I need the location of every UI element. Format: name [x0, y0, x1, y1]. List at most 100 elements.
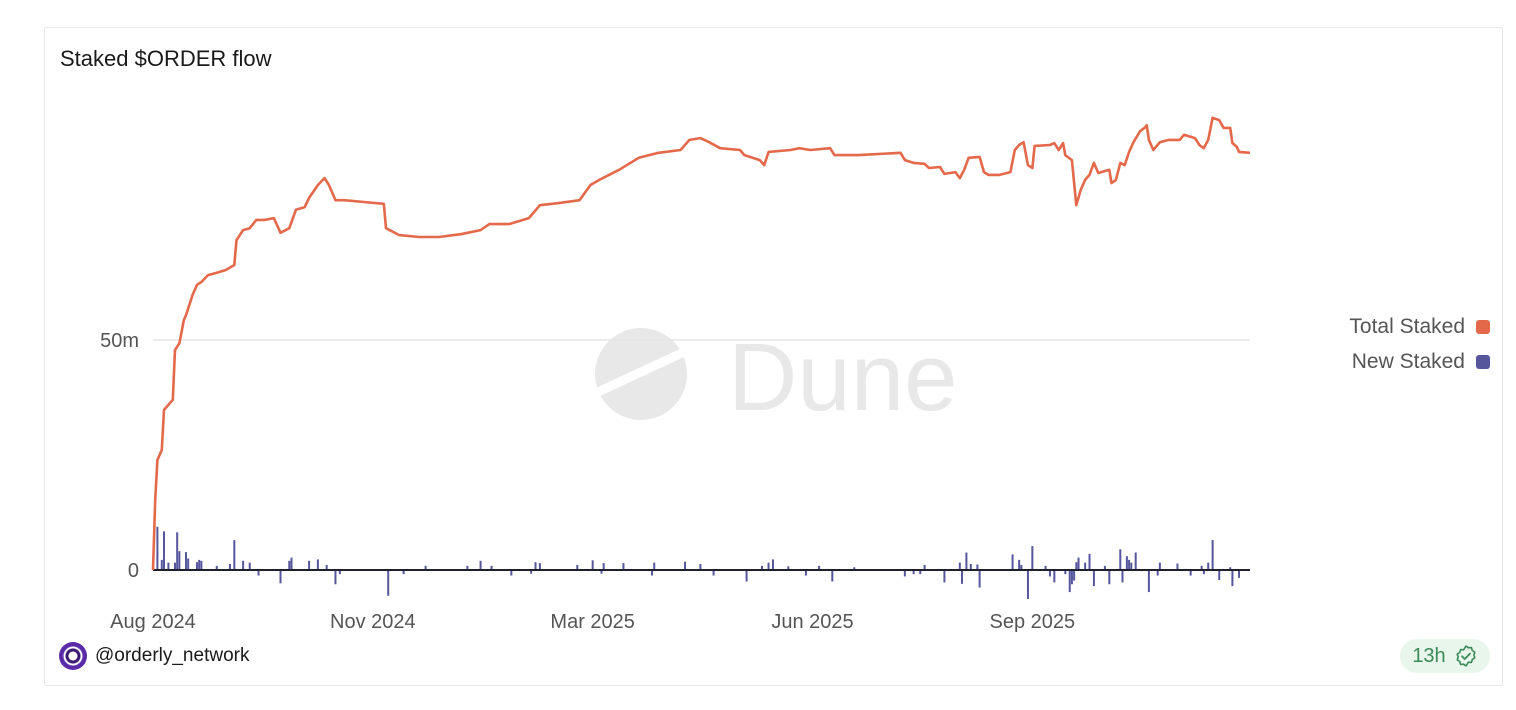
y-tick-label: 50m [100, 330, 139, 352]
new-staked-bar [215, 565, 218, 570]
new-staked-bar [1068, 570, 1071, 593]
author-link[interactable]: @orderly_network [59, 642, 249, 670]
total-staked-line [151, 116, 1251, 571]
new-staked-bar [1031, 546, 1034, 570]
new-staked-bar [160, 559, 163, 570]
new-staked-bar [1084, 562, 1087, 570]
new-staked-bar [965, 552, 968, 570]
new-staked-bar [466, 565, 469, 570]
new-staked-bar [1211, 540, 1214, 570]
new-staked-bar [1134, 552, 1137, 570]
new-staked-bar [1073, 570, 1076, 581]
new-staked-bar [771, 559, 774, 570]
new-staked-bar [198, 559, 201, 570]
avatar [59, 642, 87, 670]
new-staked-bar [903, 570, 906, 577]
new-staked-bar [162, 531, 165, 570]
y-tick-label: 0 [128, 560, 139, 582]
x-tick-label: Nov 2024 [330, 611, 416, 633]
new-staked-bar [402, 570, 405, 575]
new-staked-bar [1147, 570, 1150, 593]
new-staked-bar [831, 570, 834, 582]
x-tick-label: Sep 2025 [990, 611, 1076, 633]
new-staked-bar [288, 560, 291, 570]
new-staked-bar [1202, 570, 1205, 575]
new-staked-bar [760, 565, 763, 570]
new-staked-bar [233, 540, 236, 570]
new-staked-bar [919, 570, 922, 575]
new-staked-bar [176, 532, 179, 570]
chart-card [44, 27, 1503, 686]
new-staked-bar [1020, 564, 1023, 570]
new-staked-bar [1176, 563, 1179, 570]
legend-item-new-staked[interactable]: New Staked [1349, 344, 1490, 379]
author-username: @orderly_network [95, 645, 250, 666]
new-staked-bar [684, 561, 687, 570]
badge-check-icon [1456, 645, 1476, 667]
new-staked-bar [1064, 570, 1067, 575]
new-staked-bar [338, 570, 341, 575]
new-staked-bar [1077, 557, 1080, 570]
new-staked-bar [1053, 570, 1056, 583]
new-staked-bar [1121, 570, 1124, 583]
new-staked-bar [787, 566, 790, 570]
new-staked-bar [334, 570, 337, 585]
new-staked-bar [651, 570, 654, 576]
new-staked-bar [1108, 570, 1111, 585]
legend-item-total-staked[interactable]: Total Staked [1349, 309, 1490, 344]
new-staked-bar [969, 564, 972, 570]
dune-watermark: Dune [595, 324, 958, 431]
x-tick-label: Aug 2024 [110, 611, 196, 633]
new-staked-bar [1231, 570, 1234, 587]
x-tick-label: Mar 2025 [550, 611, 635, 633]
new-staked-bar [1218, 570, 1221, 581]
new-staked-bar [653, 562, 656, 570]
new-staked-bar [195, 562, 198, 570]
new-staked-bar [248, 562, 251, 570]
new-staked-bar [490, 565, 493, 570]
new-staked-bar [1018, 559, 1021, 570]
chart-title: Staked $ORDER flow [60, 46, 272, 71]
legend: Total Staked New Staked [1349, 309, 1490, 379]
new-staked-bar [178, 551, 181, 570]
new-staked-bar [1026, 570, 1029, 599]
new-staked-bar [1130, 562, 1133, 570]
new-staked-bar [538, 563, 541, 570]
new-staked-bar [173, 562, 176, 570]
new-staked-bar [699, 564, 702, 570]
new-staked-bar [712, 570, 715, 576]
new-staked-bar [279, 570, 282, 584]
new-staked-bar [1048, 570, 1051, 577]
new-staked-bar [943, 570, 946, 583]
new-staked-bar [325, 564, 328, 570]
new-staked-bar [1189, 570, 1192, 576]
new-staked-bar [1044, 565, 1047, 570]
new-staked-bar [290, 557, 293, 570]
legend-swatch [1476, 354, 1490, 369]
new-staked-bar [1156, 570, 1159, 576]
new-staked-bar [156, 526, 159, 570]
new-staked-bar [1103, 565, 1106, 570]
legend-label: New Staked [1351, 349, 1465, 373]
new-staked-bar [1238, 570, 1241, 578]
new-staked-bar [1092, 570, 1095, 587]
new-staked-bar [622, 563, 625, 570]
new-staked-bar [424, 565, 427, 570]
x-tick-label: Jun 2025 [771, 611, 853, 633]
new-staked-bar [228, 564, 231, 570]
new-staked-bar [818, 565, 821, 570]
new-staked-bar [1207, 562, 1210, 570]
new-staked-bar [184, 552, 187, 570]
freshness-badge[interactable]: 13h [1400, 639, 1490, 673]
new-staked-bar [923, 564, 926, 570]
new-staked-bar [978, 570, 981, 588]
new-staked-bar [510, 570, 513, 576]
new-staked-bar [602, 563, 605, 570]
new-staked-bar [576, 564, 579, 570]
new-staked-bar [167, 562, 170, 570]
new-staked-bar [961, 570, 964, 584]
new-staked-bar [308, 560, 311, 570]
new-staked-bar [804, 570, 807, 576]
new-staked-bar [1200, 565, 1203, 570]
